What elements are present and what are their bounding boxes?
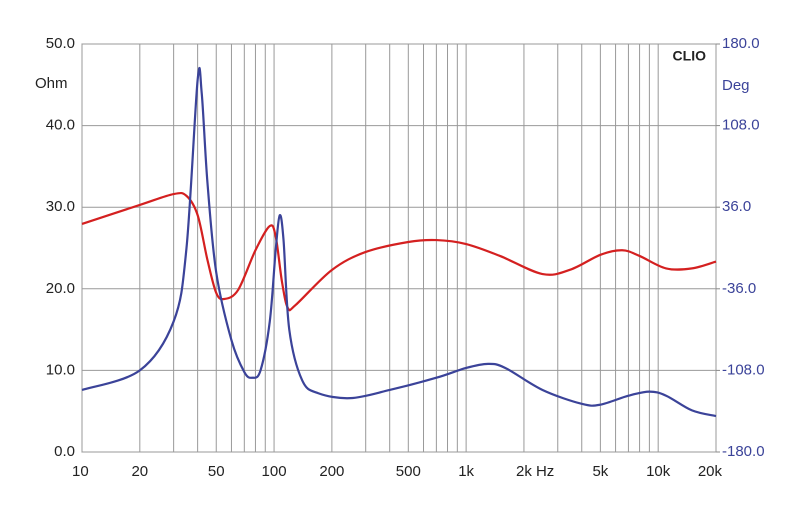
y2-tick-label: 180.0	[722, 35, 760, 52]
x-tick-label: 10	[72, 463, 89, 480]
series-line	[81, 191, 717, 312]
x-tick-label: 20k	[698, 463, 723, 480]
y2-tick-label: -108.0	[722, 361, 765, 378]
x-tick-label: 1k	[458, 463, 474, 480]
x-tick-label: 20	[131, 463, 148, 480]
y2-tick-label: -36.0	[722, 280, 756, 297]
x-tick-label: 500	[396, 463, 421, 480]
x-tick-label: 2k	[516, 463, 532, 480]
y2-tick-label: -180.0	[722, 443, 765, 460]
x-tick-label: 200	[319, 463, 344, 480]
y-tick-label: 10.0	[46, 361, 75, 378]
x-tick-label: 10k	[646, 463, 671, 480]
series-line	[81, 66, 717, 418]
y2-tick-label: 108.0	[722, 117, 760, 134]
y-tick-label: 0.0	[54, 443, 75, 460]
x-tick-label: 5k	[592, 463, 608, 480]
plot-area	[81, 43, 717, 453]
y2-tick-label: 36.0	[722, 198, 751, 215]
x-tick-label: 100	[262, 463, 287, 480]
brand: CLIO	[673, 48, 707, 64]
x-unit: Hz	[536, 463, 554, 480]
y-tick-label: 30.0	[46, 198, 75, 215]
y-tick-label: 40.0	[46, 117, 75, 134]
y-unit: Ohm	[35, 75, 68, 92]
y2-unit: Deg	[722, 77, 750, 94]
y-tick-label: 50.0	[46, 35, 75, 52]
y-tick-label: 20.0	[46, 280, 75, 297]
x-tick-label: 50	[208, 463, 225, 480]
